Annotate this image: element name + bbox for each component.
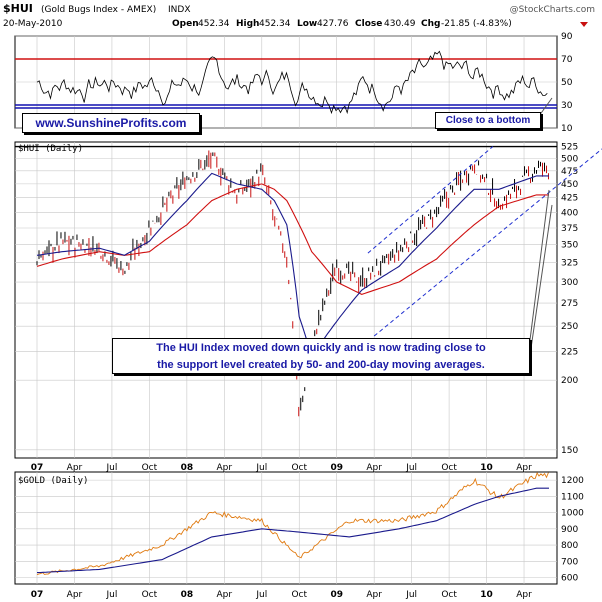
- rsi-y-tick: 90: [561, 32, 573, 42]
- bottom-pointer: [538, 97, 553, 117]
- chg-value: -21.85 (-4.83%): [441, 19, 512, 29]
- rsi-y-tick: 70: [561, 55, 573, 65]
- price-y-tick: 400: [561, 208, 578, 218]
- low-value: 427.76: [317, 19, 349, 29]
- gold-y-tick: 1000: [561, 509, 584, 519]
- gold-x-tick: Jul: [405, 590, 417, 600]
- rsi-y-tick: 50: [561, 78, 573, 88]
- price-x-tick: Apr: [217, 463, 233, 473]
- price-y-tick: 325: [561, 259, 578, 269]
- price-x-tick: Oct: [441, 463, 457, 473]
- chart-date: 20-May-2010: [3, 19, 63, 29]
- gold-x-tick: Oct: [291, 590, 307, 600]
- down-triangle-icon: [580, 22, 588, 27]
- price-y-tick: 375: [561, 224, 578, 234]
- bottom-callout: Close to a bottom: [435, 112, 541, 129]
- close-label: Close: [355, 19, 382, 29]
- lower-channel-line: [373, 148, 602, 337]
- price-x-tick: Jul: [405, 463, 417, 473]
- open-value: 452.34: [198, 19, 230, 29]
- price-x-tick: Jul: [105, 463, 117, 473]
- price-x-tick: 08: [181, 463, 194, 473]
- price-y-tick: 300: [561, 278, 578, 288]
- index-name: (Gold Bugs Index - AMEX): [41, 5, 156, 15]
- symbol: $HUI: [3, 2, 33, 15]
- price-y-tick: 350: [561, 241, 578, 251]
- callout-pointer: [529, 204, 553, 356]
- high-value: 452.34: [259, 19, 291, 29]
- gold-x-tick: 10: [480, 590, 493, 600]
- gold-x-tick: 09: [330, 590, 343, 600]
- gold-x-tick: Oct: [441, 590, 457, 600]
- chg-label: Chg: [421, 19, 440, 29]
- gold-x-tick: Apr: [516, 590, 532, 600]
- price-y-tick: 500: [561, 154, 578, 164]
- gold-x-tick: 08: [181, 590, 194, 600]
- gold-x-tick: Apr: [366, 590, 382, 600]
- gold-y-tick: 1200: [561, 476, 584, 486]
- open-label: Open: [172, 19, 199, 29]
- price-panel-frame: [14, 141, 558, 459]
- analysis-note: The HUI Index moved down quickly and is …: [112, 338, 530, 374]
- rsi-y-tick: 30: [561, 101, 573, 111]
- price-x-tick: Oct: [291, 463, 307, 473]
- rsi-y-tick: 10: [561, 124, 573, 134]
- gold-panel-title: $GOLD (Daily): [18, 476, 88, 486]
- gold-y-tick: 700: [561, 557, 578, 567]
- ma50-line: [36, 172, 549, 359]
- price-y-tick: 225: [561, 348, 578, 358]
- analysis-note-line-1: The HUI Index moved down quickly and is …: [156, 342, 486, 354]
- upper-channel-line: [367, 146, 494, 254]
- gold-x-tick: Apr: [67, 590, 83, 600]
- price-y-tick: 150: [561, 446, 578, 456]
- price-x-tick: 09: [330, 463, 343, 473]
- gold-y-tick: 1100: [561, 492, 584, 502]
- gold-price-line: [36, 471, 549, 576]
- price-panel-title: $HUI (Daily): [18, 144, 83, 154]
- gold-x-tick: Jul: [255, 590, 267, 600]
- price-y-tick: 275: [561, 299, 578, 309]
- gold-ma-line: [36, 487, 549, 574]
- price-x-tick: Apr: [366, 463, 382, 473]
- price-x-tick: 07: [31, 463, 44, 473]
- callout-pointer: [529, 189, 550, 341]
- gold-x-tick: 07: [31, 590, 44, 600]
- watermark: @StockCharts.com: [510, 5, 595, 15]
- price-x-tick: Oct: [142, 463, 158, 473]
- high-label: High: [236, 19, 259, 29]
- gold-y-tick: 800: [561, 541, 578, 551]
- exchange: INDX: [168, 5, 190, 15]
- gold-y-tick: 600: [561, 574, 578, 584]
- price-x-tick: Apr: [67, 463, 83, 473]
- price-y-tick: 525: [561, 143, 578, 153]
- price-x-tick: 10: [480, 463, 493, 473]
- gold-y-tick: 900: [561, 525, 578, 535]
- price-x-tick: Jul: [255, 463, 267, 473]
- gold-x-tick: Jul: [105, 590, 117, 600]
- price-y-tick: 450: [561, 180, 578, 190]
- gold-panel-frame: [14, 471, 558, 585]
- price-y-tick: 250: [561, 322, 578, 332]
- price-y-tick: 200: [561, 376, 578, 386]
- price-x-tick: Apr: [516, 463, 532, 473]
- analysis-note-line-2: the support level created by 50- and 200…: [157, 359, 485, 371]
- gold-x-tick: Oct: [142, 590, 158, 600]
- low-label: Low: [297, 19, 317, 29]
- rsi-line: [36, 50, 548, 115]
- price-y-tick: 425: [561, 194, 578, 204]
- gold-x-tick: Apr: [217, 590, 233, 600]
- close-value: 430.49: [384, 19, 416, 29]
- price-y-tick: 475: [561, 167, 578, 177]
- site-label: www.SunshineProfits.com: [22, 113, 200, 133]
